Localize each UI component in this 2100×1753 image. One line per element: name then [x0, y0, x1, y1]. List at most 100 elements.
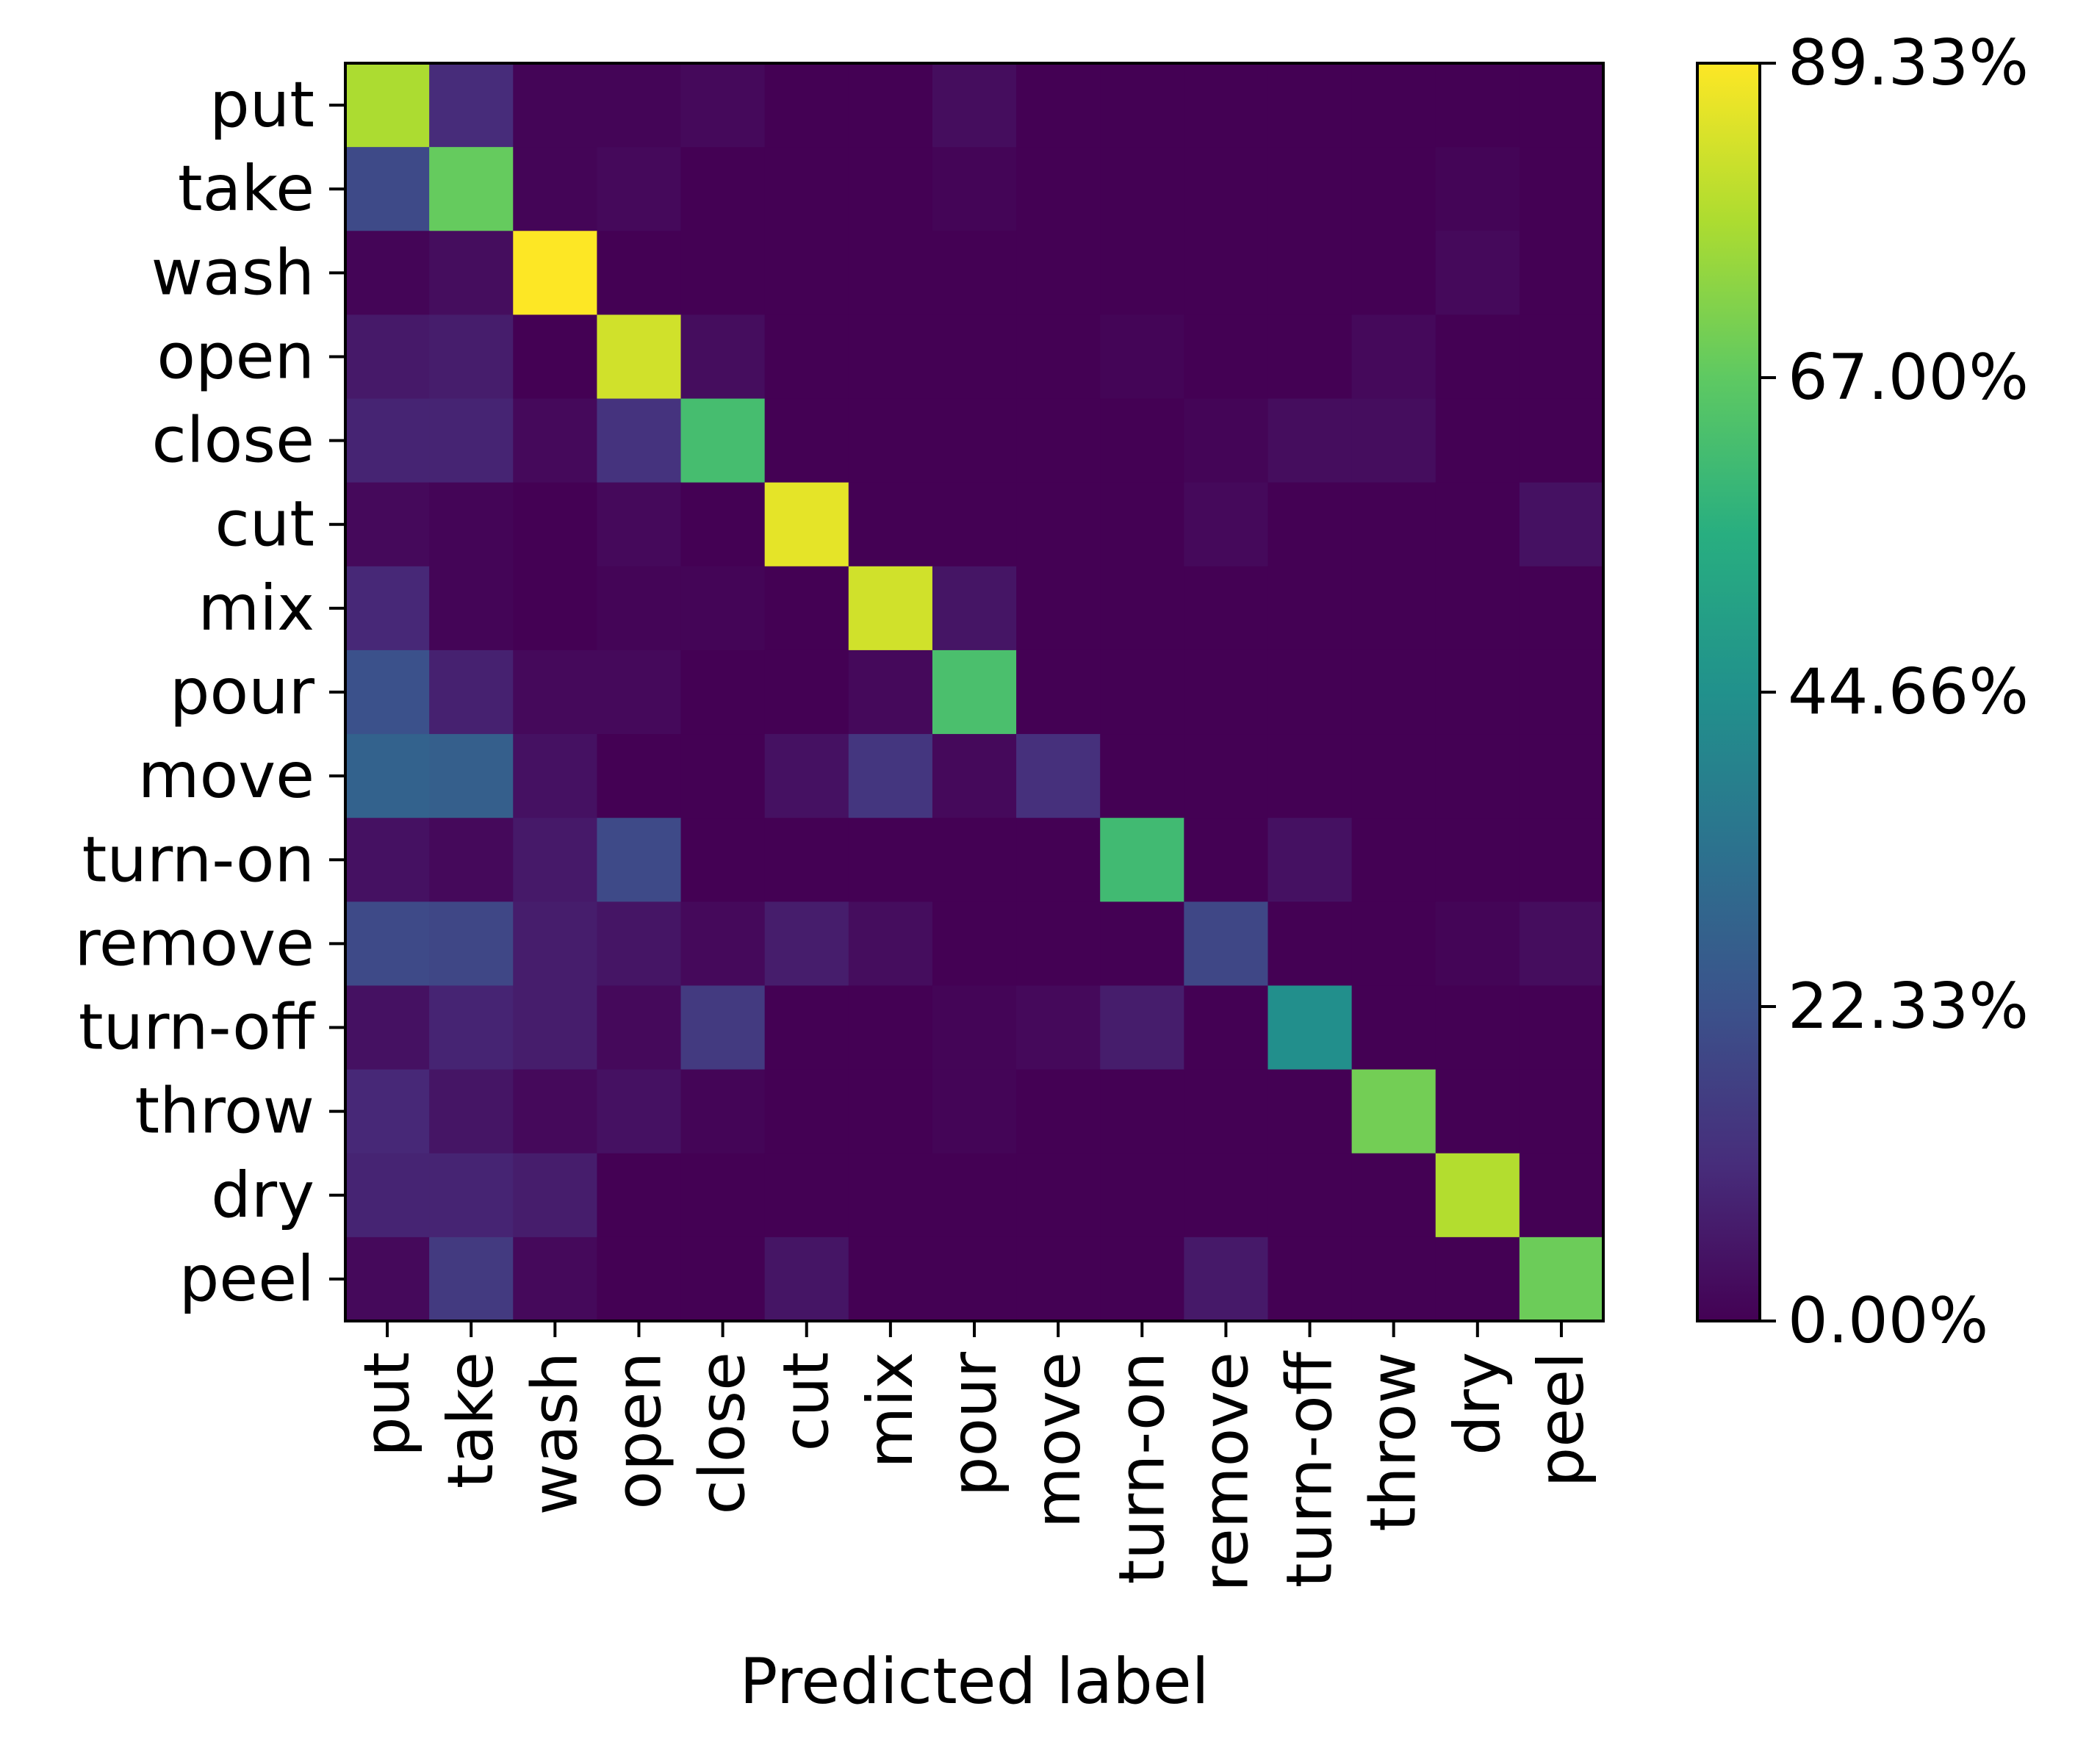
heatmap-cell-mix-dry: [1435, 566, 1520, 651]
heatmap-cell-open-take: [429, 314, 514, 400]
heatmap-cell-close-turn-off: [1267, 398, 1353, 483]
heatmap-cell-mix-take: [429, 566, 514, 651]
heatmap-cell-wash-throw: [1351, 231, 1436, 315]
heatmap-cell-throw-pour: [932, 1069, 1017, 1154]
heatmap-cell-cut-cut: [764, 482, 849, 567]
heatmap-cell-mix-close: [680, 566, 766, 651]
heatmap-cell-open-close: [680, 314, 766, 400]
heatmap-cell-take-put: [345, 147, 430, 231]
heatmap-cell-dry-pour: [932, 1153, 1017, 1238]
heatmap-cell-cut-wash: [513, 482, 597, 567]
x-tick-label: move: [1021, 1352, 1095, 1528]
heatmap-cell-put-pour: [932, 63, 1017, 148]
heatmap-cell-open-pour: [932, 314, 1017, 400]
heatmap-cell-dry-open: [597, 1153, 682, 1238]
heatmap-cell-throw-peel: [1519, 1069, 1604, 1154]
y-tick-label: remove: [74, 907, 314, 980]
heatmap-cell-remove-dry: [1435, 901, 1520, 987]
heatmap-cell-open-move: [1016, 314, 1101, 400]
heatmap-cell-move-put: [345, 734, 430, 818]
heatmap-cell-cut-dry: [1435, 482, 1520, 567]
heatmap-cell-take-open: [597, 147, 682, 231]
heatmap-cell-turn-off-wash: [513, 985, 597, 1070]
heatmap-cell-wash-peel: [1519, 231, 1604, 315]
heatmap-cell-open-peel: [1519, 314, 1604, 400]
heatmap-cell-pour-turn-on: [1100, 649, 1184, 735]
heatmap-cell-dry-remove: [1184, 1153, 1269, 1238]
colorbar-tick-label: 89.33%: [1788, 26, 2029, 100]
x-tick-label: wash: [518, 1352, 591, 1515]
heatmap-cell-move-mix: [848, 734, 933, 818]
x-tick-label: pour: [938, 1351, 1011, 1497]
heatmap-cell-pour-close: [680, 649, 766, 735]
heatmap-cell-close-remove: [1184, 398, 1269, 483]
heatmap-cell-turn-off-put: [345, 985, 430, 1070]
y-tick-label: throw: [134, 1075, 314, 1148]
heatmap-cell-remove-peel: [1519, 901, 1604, 987]
y-tick-label: take: [178, 152, 314, 226]
heatmap-cell-take-peel: [1519, 147, 1604, 231]
x-tick-label: turn-on: [1105, 1352, 1179, 1584]
y-tick-label: open: [157, 320, 314, 393]
heatmap-cell-peel-take: [429, 1237, 514, 1322]
heatmap-cell-turn-on-throw: [1351, 818, 1436, 902]
heatmap-cells: [345, 63, 1604, 1322]
heatmap-cell-turn-on-remove: [1184, 818, 1269, 902]
heatmap-cell-wash-pour: [932, 231, 1017, 315]
heatmap-cell-throw-throw: [1351, 1069, 1436, 1154]
heatmap-cell-turn-on-wash: [513, 818, 597, 902]
heatmap-cell-pour-remove: [1184, 649, 1269, 735]
x-tick-label: take: [434, 1352, 508, 1489]
heatmap-cell-close-pour: [932, 398, 1017, 483]
heatmap-cell-turn-off-turn-off: [1267, 985, 1353, 1070]
heatmap-cell-throw-take: [429, 1069, 514, 1154]
heatmap-cell-turn-off-move: [1016, 985, 1101, 1070]
x-tick-label: put: [350, 1352, 424, 1457]
heatmap-cell-cut-throw: [1351, 482, 1436, 567]
heatmap-cell-close-mix: [848, 398, 933, 483]
heatmap-cell-turn-off-open: [597, 985, 682, 1070]
heatmap-cell-turn-on-open: [597, 818, 682, 902]
heatmap-cell-pour-pour: [932, 649, 1017, 735]
heatmap-cell-turn-off-close: [680, 985, 766, 1070]
heatmap-cell-mix-put: [345, 566, 430, 651]
heatmap-cell-mix-wash: [513, 566, 597, 651]
heatmap-cell-turn-off-mix: [848, 985, 933, 1070]
heatmap-cell-take-cut: [764, 147, 849, 231]
heatmap-cell-peel-peel: [1519, 1237, 1604, 1322]
heatmap-cell-cut-peel: [1519, 482, 1604, 567]
x-tick-label: remove: [1189, 1352, 1262, 1592]
heatmap-cell-mix-move: [1016, 566, 1101, 651]
heatmap-cell-put-take: [429, 63, 514, 148]
heatmap-cell-open-cut: [764, 314, 849, 400]
heatmap-cell-put-remove: [1184, 63, 1269, 148]
y-tick-label: wash: [151, 236, 314, 309]
heatmap-cell-peel-mix: [848, 1237, 933, 1322]
heatmap-cell-pour-cut: [764, 649, 849, 735]
heatmap-cell-pour-mix: [848, 649, 933, 735]
heatmap-cell-move-pour: [932, 734, 1017, 818]
heatmap-cell-move-throw: [1351, 734, 1436, 818]
heatmap-cell-mix-remove: [1184, 566, 1269, 651]
heatmap-cell-move-take: [429, 734, 514, 818]
heatmap-cell-dry-move: [1016, 1153, 1101, 1238]
heatmap-cell-dry-put: [345, 1153, 430, 1238]
heatmap-cell-take-turn-on: [1100, 147, 1184, 231]
heatmap-cell-peel-open: [597, 1237, 682, 1322]
y-tick-label: move: [138, 739, 314, 813]
heatmap-cell-throw-wash: [513, 1069, 597, 1154]
heatmap-cell-remove-put: [345, 901, 430, 987]
heatmap-cell-mix-open: [597, 566, 682, 651]
heatmap-cell-wash-open: [597, 231, 682, 315]
x-tick-label: turn-off: [1273, 1350, 1347, 1588]
heatmap-cell-put-peel: [1519, 63, 1604, 148]
heatmap-cell-wash-dry: [1435, 231, 1520, 315]
heatmap-cell-move-wash: [513, 734, 597, 818]
heatmap-cell-peel-wash: [513, 1237, 597, 1322]
heatmap-cell-cut-mix: [848, 482, 933, 567]
colorbar-tick-label: 44.66%: [1788, 655, 2029, 729]
heatmap-cell-wash-move: [1016, 231, 1101, 315]
x-tick-label: close: [686, 1352, 760, 1515]
heatmap-cell-put-turn-on: [1100, 63, 1184, 148]
x-tick-label: cut: [770, 1352, 844, 1452]
